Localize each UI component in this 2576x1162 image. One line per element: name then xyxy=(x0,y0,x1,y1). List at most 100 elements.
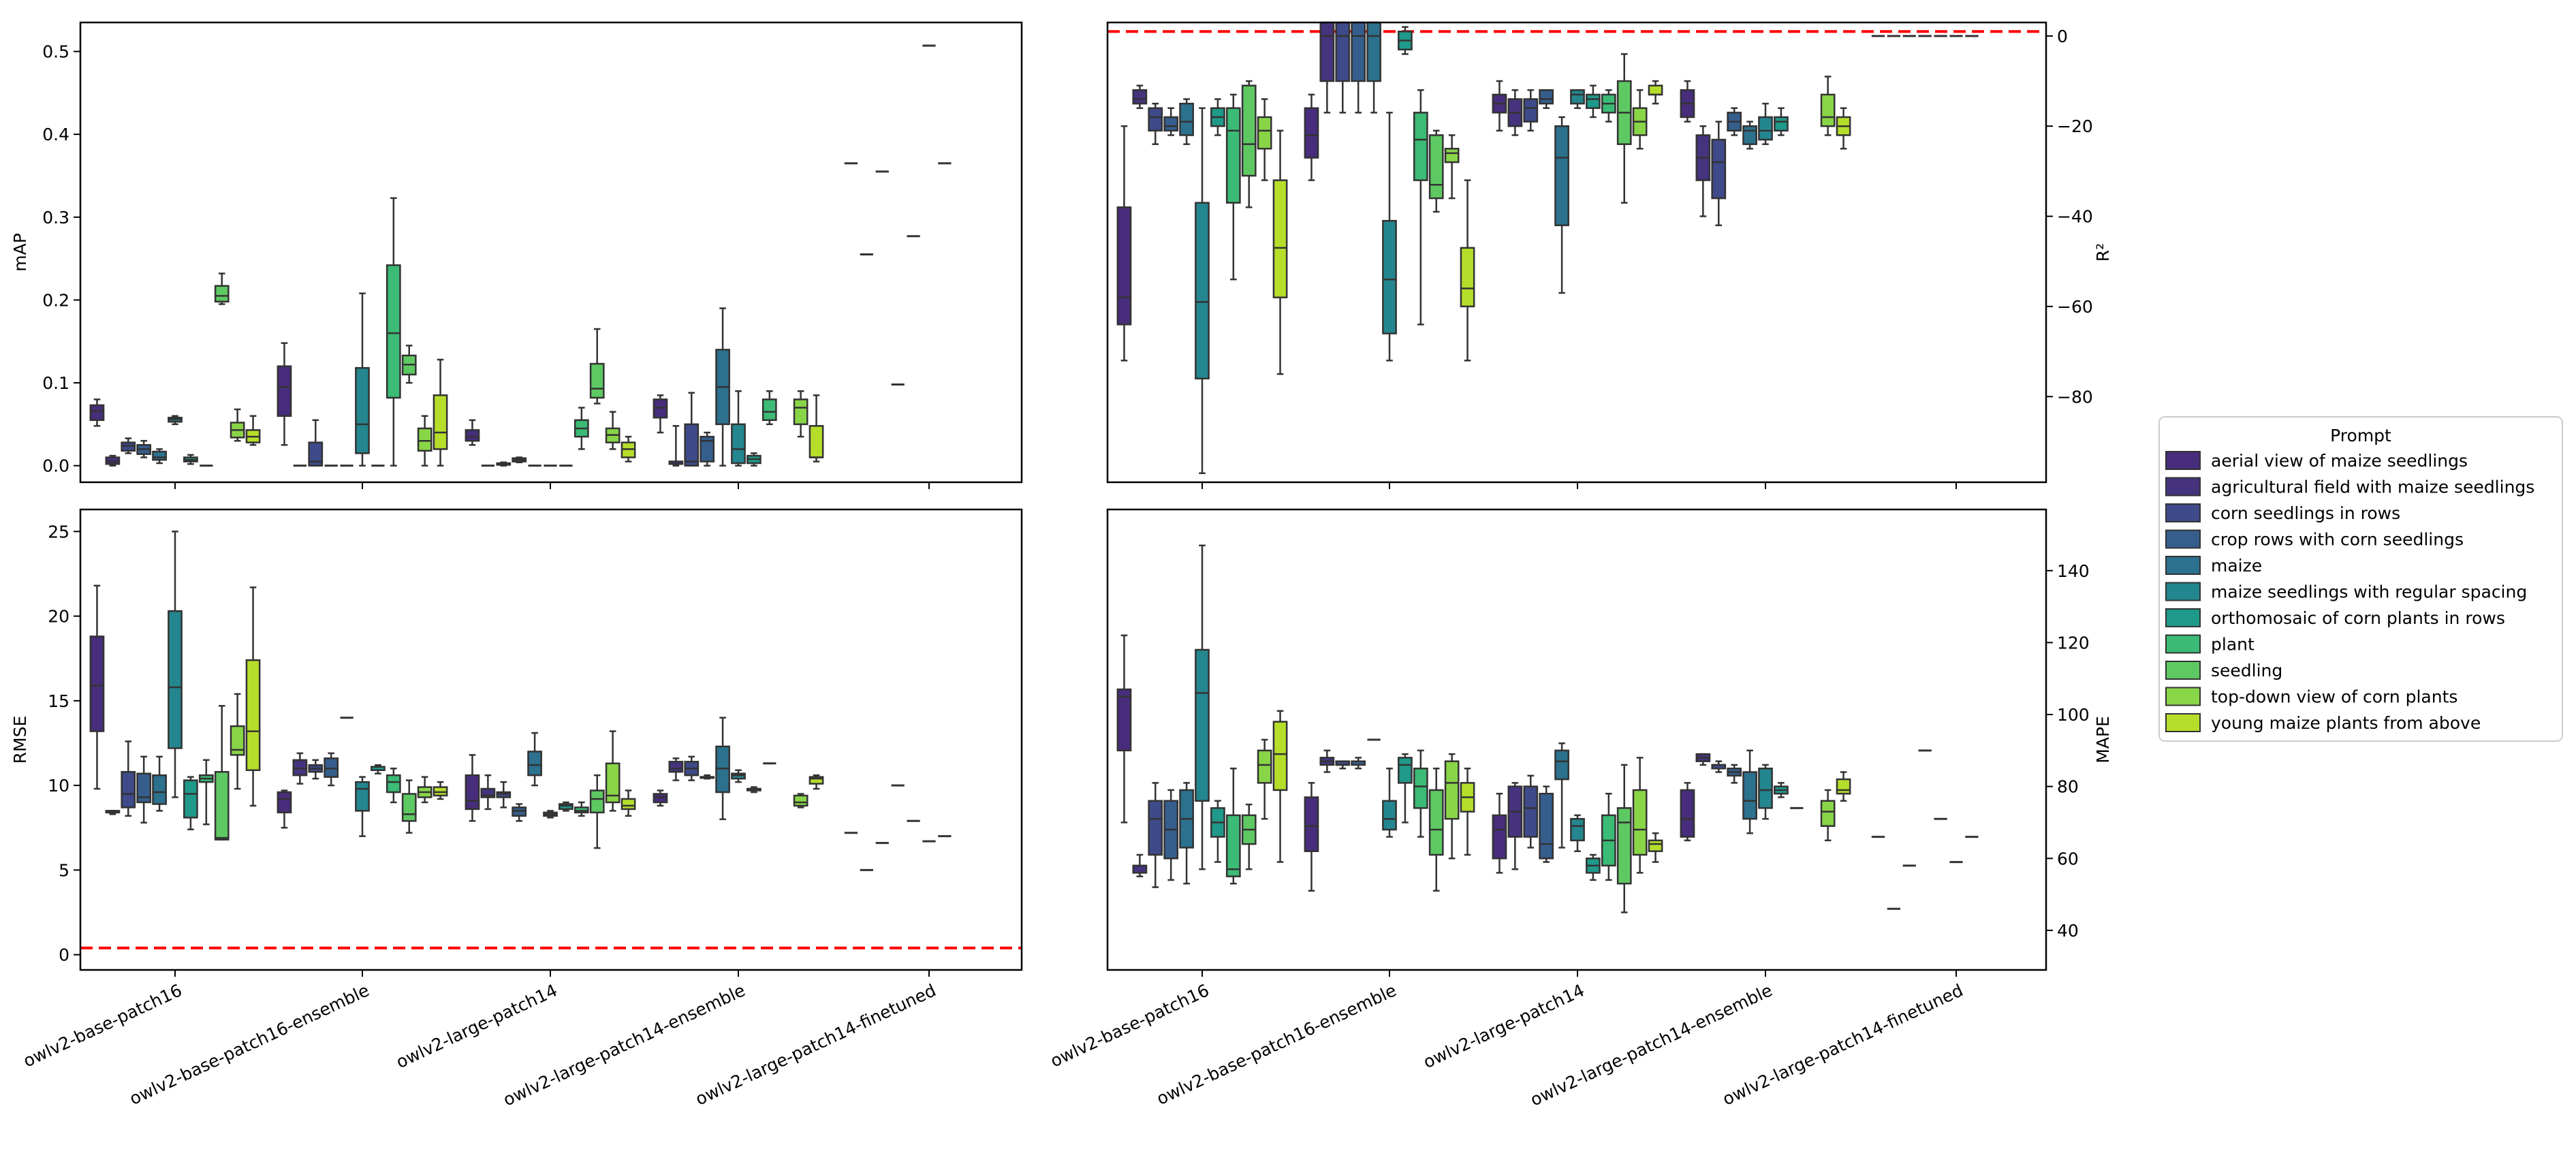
legend-label: plant xyxy=(2211,635,2255,655)
box-iqr xyxy=(1539,89,1554,105)
box-7-cat-3 xyxy=(559,801,574,812)
box-3-cat-1 xyxy=(121,740,136,817)
box-7-cat-4 xyxy=(1774,782,1789,798)
box-11-cat-3 xyxy=(1648,80,1663,105)
box-iqr xyxy=(1774,116,1789,132)
box-10-cat-4 xyxy=(793,390,808,438)
legend-swatch xyxy=(2165,661,2201,680)
box-5-cat-1 xyxy=(1179,782,1194,885)
box-7-cat-1 xyxy=(1210,800,1225,863)
legend-label: agricultural field with maize seedlings xyxy=(2211,477,2534,497)
box-iqr xyxy=(1272,721,1288,791)
legend-label: aerial view of maize seedlings xyxy=(2211,451,2468,471)
box-iqr xyxy=(308,441,324,467)
y-tick-label: −60 xyxy=(2057,297,2093,317)
box-3-cat-3 xyxy=(1523,774,1539,849)
box-iqr xyxy=(214,770,230,841)
box-iqr xyxy=(808,425,824,458)
box-7-cat-1 xyxy=(183,454,198,465)
box-1-cat-2 xyxy=(277,342,292,446)
box-10-cat-4 xyxy=(1820,789,1836,842)
legend: Prompt aerial view of maize seedlings agr… xyxy=(2158,416,2563,742)
box-1-cat-3 xyxy=(1492,80,1507,132)
x-tick-label: owlv2-base-patch16 xyxy=(20,980,185,1071)
box-11-cat-1 xyxy=(245,415,261,446)
box-iqr xyxy=(668,761,684,773)
legend-frame xyxy=(2158,416,2563,742)
box-iqr xyxy=(277,791,292,814)
box-iqr xyxy=(1163,116,1179,132)
y-tick-label: 80 xyxy=(2057,777,2079,797)
box-10-cat-3 xyxy=(605,411,621,450)
box-8-cat-2 xyxy=(1413,89,1428,326)
box-iqr xyxy=(417,427,433,452)
box-iqr xyxy=(589,789,605,814)
box-6-cat-1 xyxy=(1195,107,1210,475)
y-tick-label: 140 xyxy=(2057,561,2090,581)
box-iqr xyxy=(1116,688,1132,752)
box-iqr xyxy=(731,423,746,465)
box-10-cat-1 xyxy=(1257,98,1272,181)
legend-swatch xyxy=(2165,503,2201,522)
box-5-cat-4 xyxy=(1742,121,1757,150)
box-iqr xyxy=(1820,800,1836,827)
box-8-cat-2 xyxy=(386,768,401,804)
box-4-cat-3 xyxy=(1539,785,1554,863)
box-8-cat-3 xyxy=(574,407,589,450)
box-1-cat-1 xyxy=(89,584,105,790)
box-3-cat-2 xyxy=(1335,760,1351,770)
box-iqr xyxy=(793,794,808,807)
box-6-cat-3 xyxy=(543,810,558,819)
box-5-cat-4 xyxy=(715,717,730,821)
box-4-cat-3 xyxy=(1539,89,1554,109)
y-tick-label: 20 xyxy=(48,607,69,627)
legend-swatch xyxy=(2165,556,2201,575)
box-2-cat-1 xyxy=(105,810,121,815)
box-5-cat-1 xyxy=(152,755,167,812)
box-1-cat-1 xyxy=(1116,634,1132,823)
box-7-cat-3 xyxy=(1586,853,1601,881)
box-11-cat-4 xyxy=(1836,107,1851,150)
box-iqr xyxy=(1257,749,1272,784)
box-iqr xyxy=(589,362,605,399)
box-6-cat-3 xyxy=(1570,89,1585,109)
box-4-cat-1 xyxy=(136,755,152,824)
box-9-cat-2 xyxy=(401,779,417,834)
box-2-cat-2 xyxy=(1319,749,1335,773)
box-iqr xyxy=(245,659,261,771)
y-tick-label: 0.0 xyxy=(42,456,69,476)
box-iqr xyxy=(1758,768,1773,809)
box-iqr xyxy=(1195,648,1210,802)
box-iqr xyxy=(152,774,167,805)
box-9-cat-2 xyxy=(1428,768,1444,892)
y-tick-label: 0.3 xyxy=(42,208,69,227)
legend-item: orthomosaic of corn plants in rows xyxy=(2165,608,2505,628)
box-10-cat-4 xyxy=(793,793,808,808)
box-iqr xyxy=(1444,760,1460,820)
box-iqr xyxy=(1616,807,1632,885)
box-10-cat-1 xyxy=(1257,738,1272,820)
box-3-cat-4 xyxy=(684,392,700,467)
legend-item: agricultural field with maize seedlings xyxy=(2165,477,2534,497)
box-9-cat-1 xyxy=(1241,80,1257,208)
box-3-cat-1 xyxy=(1148,102,1163,145)
box-iqr xyxy=(168,610,183,749)
box-5-cat-3 xyxy=(1554,116,1569,294)
box-iqr xyxy=(355,366,370,454)
box-1-cat-3 xyxy=(1492,792,1507,874)
box-2-cat-1 xyxy=(105,454,121,467)
box-iqr xyxy=(1225,814,1241,877)
box-iqr xyxy=(1132,864,1148,874)
y-tick-label: 0.2 xyxy=(42,290,69,310)
box-11-cat-2 xyxy=(1460,179,1475,362)
legend-swatch xyxy=(2165,529,2201,549)
y-tick-label: 0 xyxy=(59,945,69,965)
box-iqr xyxy=(1304,796,1319,852)
legend-item: plant xyxy=(2165,634,2255,655)
box-8-cat-2 xyxy=(386,197,401,467)
box-1-cat-1 xyxy=(1116,125,1132,362)
box-3-cat-4 xyxy=(1711,760,1727,773)
box-11-cat-4 xyxy=(1836,771,1851,802)
box-iqr xyxy=(1444,148,1460,163)
box-7-cat-4 xyxy=(747,786,761,794)
